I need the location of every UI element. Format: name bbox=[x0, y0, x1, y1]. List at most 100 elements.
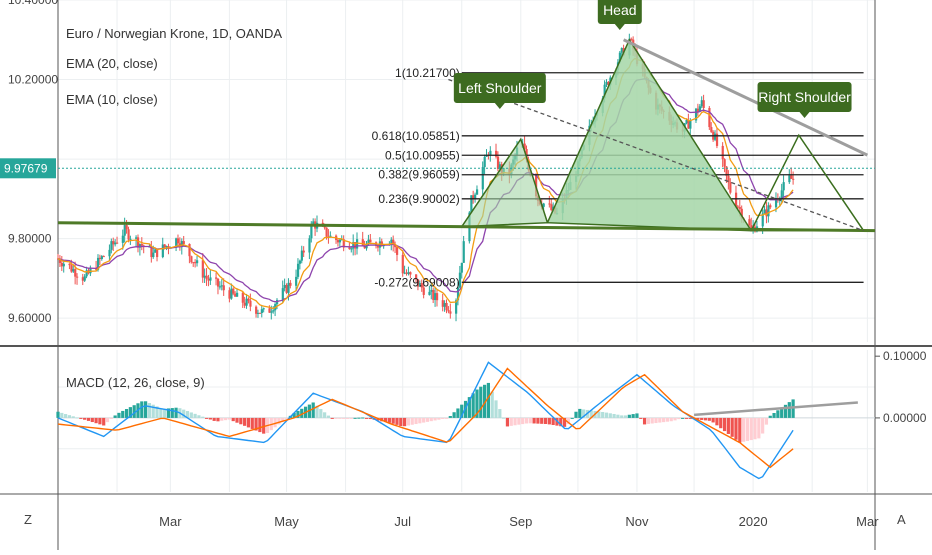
macd-histogram-bar bbox=[528, 417, 532, 424]
macd-histogram-bar bbox=[703, 417, 708, 421]
candle-body bbox=[58, 258, 62, 263]
macd-histogram-bar bbox=[117, 412, 121, 418]
auto-scale-right-button[interactable]: A bbox=[897, 512, 906, 527]
macd-histogram-bar bbox=[425, 417, 430, 422]
candle-body bbox=[302, 250, 305, 253]
candle-body bbox=[232, 288, 235, 294]
left-shoulder-callout-box bbox=[453, 73, 546, 103]
macd-histogram-bar bbox=[433, 417, 437, 421]
head-callout-box bbox=[597, 0, 642, 24]
macd-histogram-bar bbox=[456, 408, 460, 418]
macd-histogram-bar bbox=[361, 417, 365, 419]
candle-body bbox=[435, 293, 439, 301]
candle-body bbox=[550, 204, 553, 210]
macd-histogram-bar bbox=[532, 417, 536, 424]
time-tick-label: Mar bbox=[856, 514, 879, 529]
macd-histogram-bar bbox=[608, 413, 612, 418]
macd-histogram-bar bbox=[166, 408, 171, 418]
price-tick-label: 10.40000 bbox=[8, 0, 58, 7]
macd-histogram-bar bbox=[239, 417, 243, 425]
macd-histogram-bar bbox=[524, 417, 529, 424]
macd-histogram-bar bbox=[330, 417, 334, 419]
time-tick-label: May bbox=[274, 514, 299, 529]
candle-body bbox=[234, 293, 237, 297]
macd-histogram-bar bbox=[414, 417, 418, 425]
candle-body bbox=[285, 284, 288, 293]
candle-body bbox=[523, 143, 526, 150]
candle-body bbox=[180, 241, 183, 248]
candle-body bbox=[618, 52, 622, 63]
macd-histogram-bar bbox=[284, 417, 289, 419]
macd-histogram-bar bbox=[345, 417, 350, 419]
candle-body bbox=[203, 275, 206, 278]
macd-histogram-bar bbox=[319, 409, 323, 418]
candle-body bbox=[228, 290, 231, 299]
candle-body bbox=[272, 310, 275, 312]
candle-body bbox=[765, 209, 768, 217]
ema20-legend: EMA (20, close) bbox=[66, 56, 158, 71]
candle-body bbox=[268, 308, 271, 313]
macd-histogram-bar bbox=[437, 417, 441, 420]
macd-histogram-bar bbox=[517, 417, 521, 425]
candle-body bbox=[205, 275, 208, 279]
candle-body bbox=[394, 244, 397, 248]
macd-histogram-bar bbox=[612, 413, 616, 418]
candle-body bbox=[498, 164, 502, 169]
candle-body bbox=[116, 242, 119, 244]
macd-histogram-bar bbox=[246, 417, 251, 428]
candle-body bbox=[222, 285, 225, 291]
candle-body bbox=[700, 100, 703, 107]
candle-body bbox=[763, 209, 766, 214]
candle-body bbox=[696, 108, 700, 112]
macd-histogram-bar bbox=[418, 417, 422, 424]
macd-histogram-bar bbox=[391, 417, 395, 424]
candle-body bbox=[140, 244, 143, 246]
macd-histogram-bar bbox=[109, 417, 113, 419]
macd-histogram-bar bbox=[654, 417, 658, 424]
candle-body bbox=[354, 242, 357, 249]
macd-histogram-bar bbox=[231, 417, 235, 422]
macd-histogram-bar bbox=[387, 417, 391, 423]
macd-histogram-bar bbox=[79, 417, 83, 419]
macd-histogram-bar bbox=[441, 417, 445, 419]
candle-body bbox=[108, 249, 111, 257]
macd-histogram-bar bbox=[540, 417, 544, 424]
candle-body bbox=[150, 246, 153, 258]
candle-body bbox=[483, 156, 486, 168]
macd-histogram-bar bbox=[235, 417, 239, 423]
macd-histogram-bar bbox=[56, 411, 60, 418]
candle-body bbox=[60, 262, 64, 267]
candle-body bbox=[342, 239, 345, 248]
candle-body bbox=[736, 206, 740, 208]
candle-body bbox=[72, 269, 75, 272]
candle-body bbox=[83, 276, 86, 281]
macd-histogram-bar bbox=[772, 413, 776, 418]
macd-histogram-bar bbox=[311, 402, 315, 418]
fib-level-label: 1(10.21700) bbox=[395, 66, 460, 80]
macd-histogram-bar bbox=[281, 417, 285, 422]
price-tick-label: 9.60000 bbox=[8, 311, 52, 325]
price-tick-label: 10.20000 bbox=[8, 73, 58, 87]
candle-body bbox=[460, 262, 463, 273]
macd-histogram-bar bbox=[776, 410, 780, 418]
candle-body bbox=[260, 309, 263, 314]
candle-body bbox=[188, 243, 191, 257]
macd-histogram-bar bbox=[216, 417, 220, 422]
left-shoulder-triangle bbox=[460, 137, 549, 228]
macd-histogram-bar bbox=[711, 417, 715, 423]
candle-body bbox=[702, 100, 705, 108]
candle-body bbox=[750, 225, 753, 229]
candle-body bbox=[110, 241, 113, 250]
candle-body bbox=[262, 308, 265, 310]
macd-histogram-bar bbox=[395, 417, 399, 425]
macd-histogram-bar bbox=[559, 417, 563, 427]
auto-scale-left-button[interactable]: Z bbox=[24, 512, 32, 527]
time-tick-label: Mar bbox=[159, 514, 182, 529]
candle-body bbox=[85, 270, 88, 277]
right-shoulder-callout-label: Right Shoulder bbox=[758, 89, 851, 105]
candle-body bbox=[194, 262, 197, 264]
candle-body bbox=[422, 287, 425, 295]
resistance-line bbox=[622, 38, 869, 157]
macd-histogram-bar bbox=[159, 408, 163, 418]
